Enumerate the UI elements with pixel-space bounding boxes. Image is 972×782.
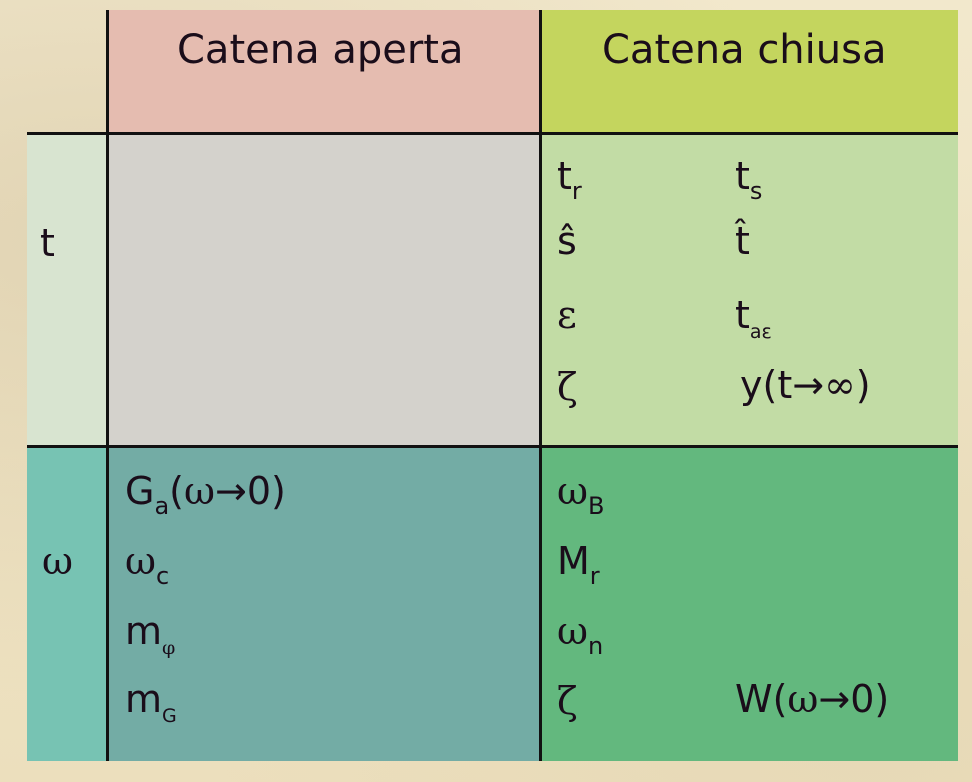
grid-line-vertical-2	[539, 10, 542, 761]
settling-time-epsilon-symbol: taε	[735, 293, 772, 343]
header-closed-chain-cell	[541, 10, 958, 134]
gain-margin: mG	[125, 677, 177, 727]
row-label-time: t	[40, 221, 55, 265]
damping-symbol-time: ζ	[557, 365, 578, 409]
time-row-label-cell	[27, 134, 108, 447]
grid-line-horizontal-2	[27, 445, 958, 448]
time-closed-chain-cell	[541, 134, 958, 447]
natural-frequency: ωn	[557, 609, 604, 660]
resonance-peak: Mr	[557, 539, 600, 590]
crossover-frequency: ωc	[125, 539, 170, 590]
static-gain-open: Ga(ω→0)	[125, 469, 286, 520]
header-closed-chain: Catena chiusa	[602, 27, 887, 73]
rise-time-symbol: tr	[557, 154, 582, 205]
error-symbol: ε	[557, 293, 577, 337]
header-open-chain-cell	[108, 10, 541, 134]
frequency-open-chain-cell	[108, 447, 541, 761]
overshoot-symbol: ŝ	[557, 219, 577, 263]
bandwidth-frequency: ωB	[557, 469, 605, 520]
settling-time-symbol: ts	[735, 154, 763, 205]
peak-time-symbol: t̂	[735, 219, 750, 263]
time-open-chain-cell	[108, 134, 541, 447]
phase-margin: mφ	[125, 609, 176, 659]
steady-state-output: y(t→∞)	[740, 363, 871, 407]
header-open-chain: Catena aperta	[177, 27, 464, 73]
closed-loop-static-gain: W(ω→0)	[735, 677, 890, 721]
grid-line-vertical-1	[106, 10, 109, 761]
frequency-closed-chain-cell	[541, 447, 958, 761]
grid-line-horizontal-1	[27, 132, 958, 135]
damping-symbol-frequency: ζ	[557, 679, 578, 723]
header-corner-cell	[27, 10, 108, 134]
frequency-row-label-cell	[27, 447, 108, 761]
row-label-frequency: ω	[42, 539, 73, 583]
